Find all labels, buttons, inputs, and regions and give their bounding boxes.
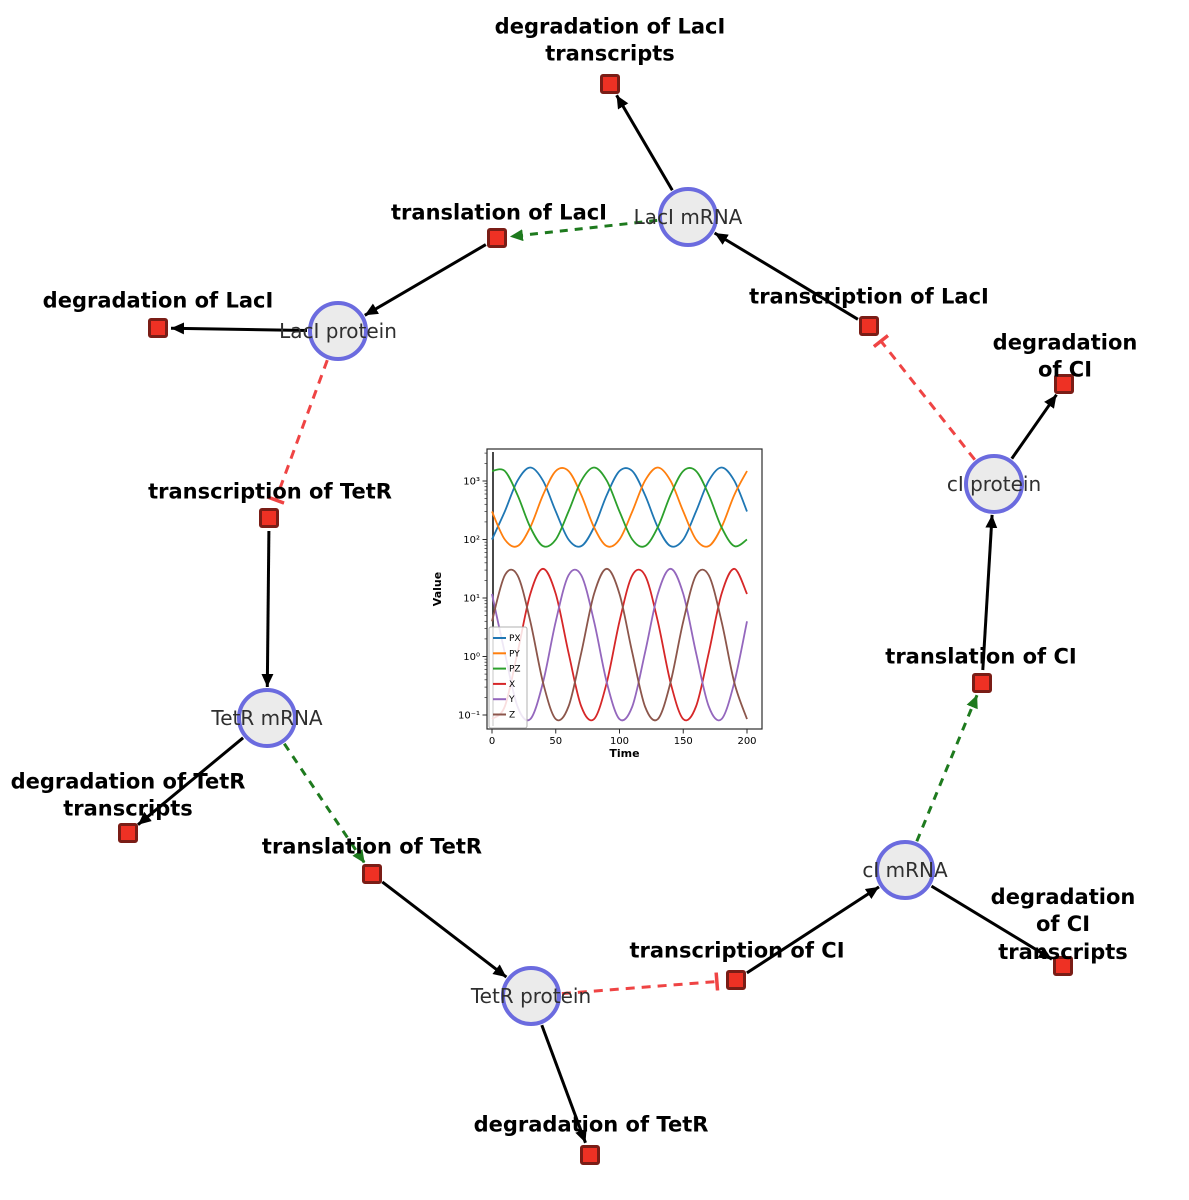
reaction-label-deg-tetr-tx: degradation of TetR transcripts	[10, 769, 246, 821]
species-node-ci-protein[interactable]	[964, 454, 1024, 514]
chart-legend-box	[488, 626, 528, 729]
chart-series-X	[491, 567, 748, 722]
chart-series-PZ	[491, 466, 748, 548]
chart-legend-label-X: X	[509, 680, 515, 690]
chart-legend-label-Y: Y	[508, 695, 515, 705]
edge-transl-ci-to-ci-protein	[981, 514, 998, 671]
reaction-node-deg-tetr[interactable]	[580, 1145, 600, 1165]
chart-y-tick-label: 10³	[463, 477, 480, 488]
edges-group	[137, 94, 1058, 1144]
edge-ci-mrna-to-transl-ci	[915, 694, 979, 842]
edge-laci-protein-to-deg-laci	[170, 322, 308, 335]
edge-tetr-mrna-to-transl-tetr	[283, 742, 366, 865]
edge-tetr-protein-to-deg-tetr	[540, 1024, 587, 1144]
reaction-node-transl-ci[interactable]	[972, 673, 992, 693]
edge-ci-mrna-to-deg-ci-tx	[930, 884, 1053, 961]
chart-legend-label-PX: PX	[509, 634, 521, 644]
species-label-tetr-mrna: TetR mRNA	[211, 706, 323, 730]
chart-legend-label-Z: Z	[509, 711, 515, 721]
edge-tetr-protein-to-transcr-ci	[561, 972, 720, 996]
reaction-label-transl-laci: translation of LacI	[391, 200, 607, 225]
edge-transcr-ci-to-ci-mrna	[746, 885, 880, 975]
reaction-label-transcr-laci: transcription of LacI	[749, 284, 989, 309]
chart-x-tick-label: 100	[610, 736, 629, 747]
chart-legend-label-PY: PY	[509, 649, 520, 659]
reaction-label-transl-tetr: translation of TetR	[261, 834, 483, 859]
reaction-label-deg-tetr: degradation of TetR	[473, 1112, 709, 1137]
chart-frame	[486, 448, 763, 730]
chart-y-tick-label: 10¹	[463, 594, 480, 605]
reaction-node-deg-laci-tx[interactable]	[600, 74, 620, 94]
species-node-laci-protein[interactable]	[308, 301, 368, 361]
edge-tetr-mrna-to-deg-tetr-tx	[137, 736, 245, 826]
species-node-ci-mrna[interactable]	[875, 840, 935, 900]
chart-x-tick-label: 200	[737, 736, 756, 747]
reaction-node-deg-ci-tx[interactable]	[1053, 956, 1073, 976]
edge-transl-tetr-to-tetr-protein	[381, 880, 508, 979]
species-label-laci-mrna: LacI mRNA	[633, 205, 743, 229]
chart-series-Z	[491, 567, 748, 722]
chart-y-axis-label: Value	[431, 572, 444, 606]
reaction-label-transl-ci: translation of CI	[885, 644, 1077, 669]
chart-y-tick-label: 10⁰	[463, 652, 480, 663]
chart-x-tick-label: 0	[489, 736, 495, 747]
species-label-ci-mrna: cI mRNA	[862, 858, 948, 882]
edge-transcr-laci-to-laci-mrna	[713, 231, 859, 321]
chart-legend-label-PZ: PZ	[509, 665, 521, 675]
edge-transl-laci-to-laci-protein	[364, 243, 487, 317]
reaction-label-transcr-tetr: transcription of TetR	[148, 479, 392, 504]
edge-laci-mrna-to-transl-laci	[509, 218, 658, 242]
chart-series-PY	[491, 466, 748, 548]
reaction-node-transcr-ci[interactable]	[726, 970, 746, 990]
reaction-label-deg-ci-tx: degradation of CI transcripts	[990, 885, 1136, 964]
chart-y-tick-label: 10²	[463, 535, 480, 546]
inset-chart: 0 50 100 150 200 10⁻¹ 10⁰ 10¹ 10² 10³ Time Value PX P…	[431, 448, 763, 760]
edge-laci-protein-to-transcr-tetr	[266, 359, 329, 505]
species-node-tetr-protein[interactable]	[501, 966, 561, 1026]
chart-y-tick-label: 10⁻¹	[458, 711, 480, 722]
species-label-ci-protein: cI protein	[946, 472, 1042, 496]
chart-x-tick-label: 50	[549, 736, 562, 747]
reaction-node-transcr-laci[interactable]	[859, 316, 879, 336]
reaction-node-transcr-tetr[interactable]	[259, 508, 279, 528]
edge-ci-protein-to-deg-ci	[1010, 393, 1058, 460]
species-node-laci-mrna[interactable]	[658, 187, 718, 247]
reaction-node-transl-laci[interactable]	[487, 228, 507, 248]
species-label-laci-protein: LacI protein	[279, 319, 397, 343]
reaction-label-deg-laci-tx: degradation of LacI transcripts	[494, 14, 726, 66]
species-label-tetr-protein: TetR protein	[470, 984, 592, 1008]
chart-series-Y	[491, 567, 748, 722]
species-node-tetr-mrna[interactable]	[237, 688, 297, 748]
chart-x-tick-label: 150	[674, 736, 693, 747]
reaction-node-deg-tetr-tx[interactable]	[118, 823, 138, 843]
reaction-label-deg-laci: degradation of LacI	[42, 288, 274, 313]
reaction-node-deg-ci[interactable]	[1054, 374, 1074, 394]
reaction-label-deg-ci: degradation of CI	[992, 330, 1138, 382]
edge-transcr-tetr-to-tetr-mrna	[261, 530, 274, 688]
edge-laci-mrna-to-deg-laci-tx	[615, 94, 674, 192]
chart-x-axis-label: Time	[609, 747, 639, 760]
reaction-node-deg-laci[interactable]	[148, 318, 168, 338]
reaction-node-transl-tetr[interactable]	[362, 864, 382, 884]
reaction-label-transcr-ci: transcription of CI	[629, 938, 845, 963]
